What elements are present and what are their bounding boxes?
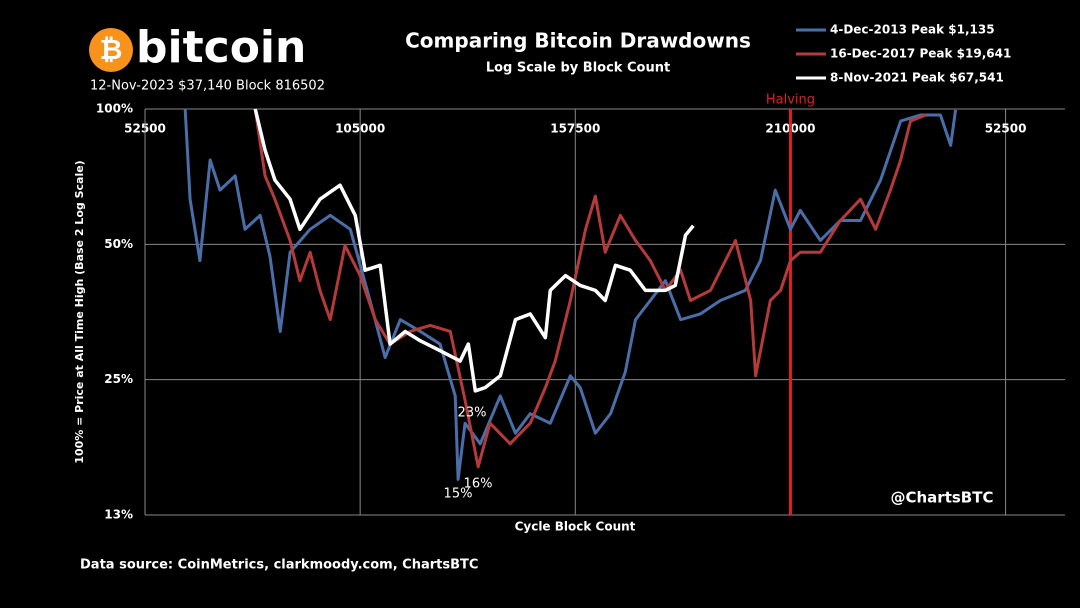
logo-text: bitcoin	[136, 22, 306, 73]
status: 12-Nov-2023 $37,140 Block 816502	[90, 79, 325, 94]
series-line	[253, 109, 927, 469]
y-tick-label: 50%	[104, 237, 133, 251]
halving-label: Halving	[766, 93, 815, 108]
plot	[183, 109, 958, 481]
series-line	[253, 109, 695, 393]
y-axis-label: 100% = Price at All Time High (Base 2 Lo…	[73, 160, 86, 463]
legend-label: 4-Dec-2013 Peak $1,135	[830, 23, 995, 37]
x-tick-label: 157500	[550, 122, 600, 136]
logo-icon	[89, 28, 133, 72]
y-tick-label: 100%	[96, 102, 133, 116]
y-tick-label: 25%	[104, 372, 133, 386]
legend-label: 8-Nov-2021 Peak $67,541	[830, 71, 1004, 85]
x-axis-label: Cycle Block Count	[515, 520, 636, 534]
chart-subtitle: Log Scale by Block Count	[486, 61, 670, 76]
series-line	[183, 109, 958, 481]
x-tick-label: 105000	[335, 122, 385, 136]
annotation: 16%	[464, 477, 493, 492]
annotation: @ChartsBTC	[891, 489, 994, 507]
data-source: Data source: CoinMetrics, clarkmoody.com…	[80, 558, 478, 573]
logo-symbol: ₿	[100, 33, 123, 66]
annotation: 15%	[444, 487, 473, 502]
legend-label: 16-Dec-2017 Peak $19,641	[830, 47, 1011, 61]
x-tick-label: 52500	[985, 122, 1027, 136]
y-tick-label: 13%	[104, 508, 133, 522]
chart-title: Comparing Bitcoin Drawdowns	[405, 29, 751, 53]
annotation: 23%	[458, 406, 487, 421]
